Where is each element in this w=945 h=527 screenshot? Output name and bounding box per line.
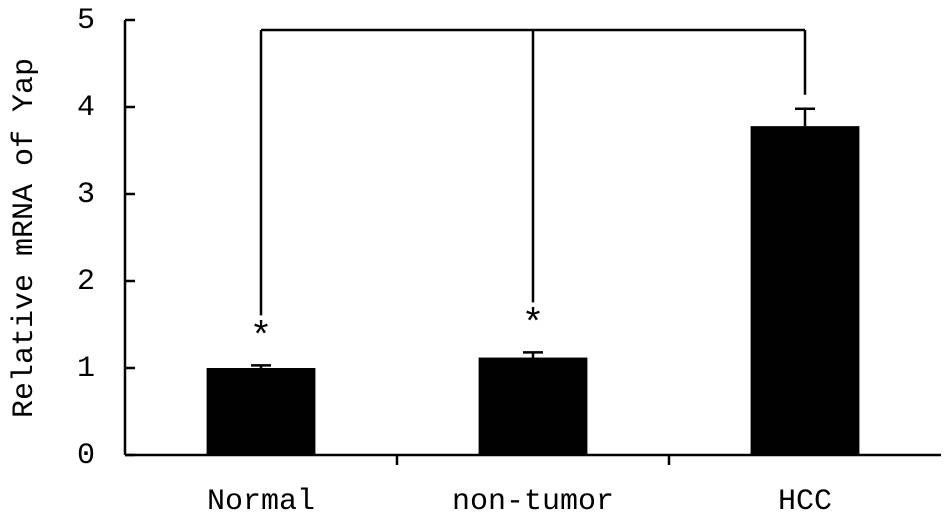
error-bar	[251, 364, 271, 368]
bar	[206, 368, 316, 455]
y-axis-label: Relative mRNA of Yap	[8, 58, 42, 418]
y-tick-label: 4	[77, 91, 95, 125]
bar	[750, 126, 860, 455]
significance-mark: *	[522, 303, 545, 346]
bar	[478, 357, 588, 455]
significance-mark: *	[250, 316, 273, 359]
y-tick-label: 1	[77, 352, 95, 386]
y-tick-label: 5	[77, 4, 95, 38]
y-tick-label: 0	[77, 439, 95, 473]
x-tick-label: HCC	[778, 485, 832, 519]
error-bar	[795, 107, 815, 127]
x-tick-label: non-tumor	[452, 485, 614, 519]
error-bar	[523, 351, 543, 358]
x-tick-label: Normal	[207, 485, 315, 519]
y-tick-label: 2	[77, 265, 95, 299]
y-tick-label: 3	[77, 178, 95, 212]
